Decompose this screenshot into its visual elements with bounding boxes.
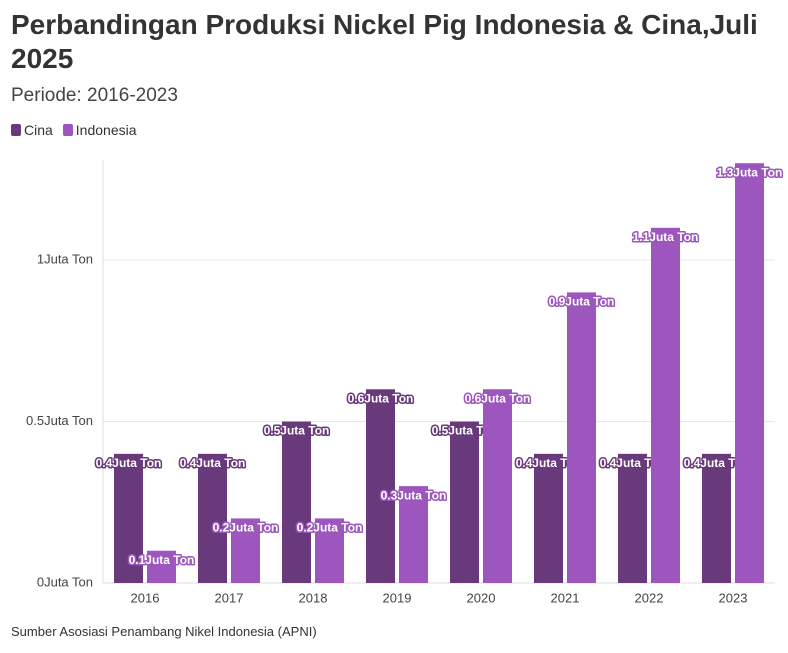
- value-label: 0.9Juta Ton: [549, 295, 615, 309]
- value-label: 0.4Juta Ton: [600, 456, 666, 470]
- legend-label: Indonesia: [75, 122, 137, 138]
- value-label: 0.5Juta Ton: [264, 424, 330, 438]
- bar: [399, 486, 428, 583]
- value-label: 1.3Juta Ton: [717, 165, 783, 179]
- bar: [198, 453, 227, 583]
- bar: [702, 453, 731, 583]
- legend-item: Indonesia: [62, 122, 137, 138]
- bar: [618, 453, 647, 583]
- chart: 0Juta Ton 0.5Juta Ton 1Juta Ton 2016 0.4Juta…: [26, 160, 784, 605]
- x-tick-label: 2022: [635, 590, 664, 605]
- bar: [147, 550, 176, 583]
- y-tick-label: 1Juta Ton: [37, 252, 93, 267]
- chart-subtitle: Periode: 2016-2023: [11, 85, 178, 106]
- bar: [534, 453, 563, 583]
- legend-swatch: [62, 124, 73, 136]
- value-label: 0.5Juta Ton: [432, 424, 498, 438]
- value-label: 0.4Juta Ton: [96, 456, 162, 470]
- legend-item: Cina: [11, 122, 53, 138]
- value-label: 0.6Juta Ton: [348, 391, 414, 405]
- source-note: Sumber Asosiasi Penambang Nikel Indonesi…: [11, 624, 317, 639]
- value-label: 0.4Juta Ton: [180, 456, 246, 470]
- bar: [483, 389, 512, 583]
- bar: [651, 227, 680, 584]
- bar: [450, 421, 479, 583]
- value-label: 0.1Juta Ton: [129, 553, 195, 567]
- x-tick-label: 2023: [719, 590, 748, 605]
- legend-label: Cina: [24, 122, 53, 138]
- x-tick-label: 2021: [551, 590, 580, 605]
- chart-title: Perbandingan Produksi Nickel Pig Indones…: [11, 9, 758, 74]
- bar: [315, 518, 344, 583]
- x-tick-label: 2020: [467, 590, 496, 605]
- value-label: 0.2Juta Ton: [213, 521, 279, 535]
- y-tick-label: 0.5Juta Ton: [26, 413, 93, 428]
- value-label: 0.3Juta Ton: [381, 488, 447, 502]
- value-label: 0.6Juta Ton: [465, 391, 531, 405]
- legend: Cina Indonesia: [11, 122, 137, 138]
- x-tick-label: 2018: [299, 590, 328, 605]
- x-tick-label: 2016: [131, 590, 160, 605]
- value-label: 0.4Juta Ton: [516, 456, 582, 470]
- bar: [114, 453, 143, 583]
- legend-swatch: [11, 124, 21, 136]
- bar: [231, 518, 260, 583]
- bar: [282, 421, 311, 583]
- bar: [735, 163, 764, 583]
- bar: [366, 389, 395, 583]
- value-label: 0.2Juta Ton: [297, 521, 363, 535]
- value-label: 0.4Juta Ton: [684, 456, 750, 470]
- value-label: 1.1Juta Ton: [633, 230, 699, 244]
- bar: [567, 292, 596, 583]
- y-tick-label: 0Juta Ton: [37, 574, 93, 589]
- x-tick-label: 2017: [215, 590, 244, 605]
- x-tick-label: 2019: [383, 590, 412, 605]
